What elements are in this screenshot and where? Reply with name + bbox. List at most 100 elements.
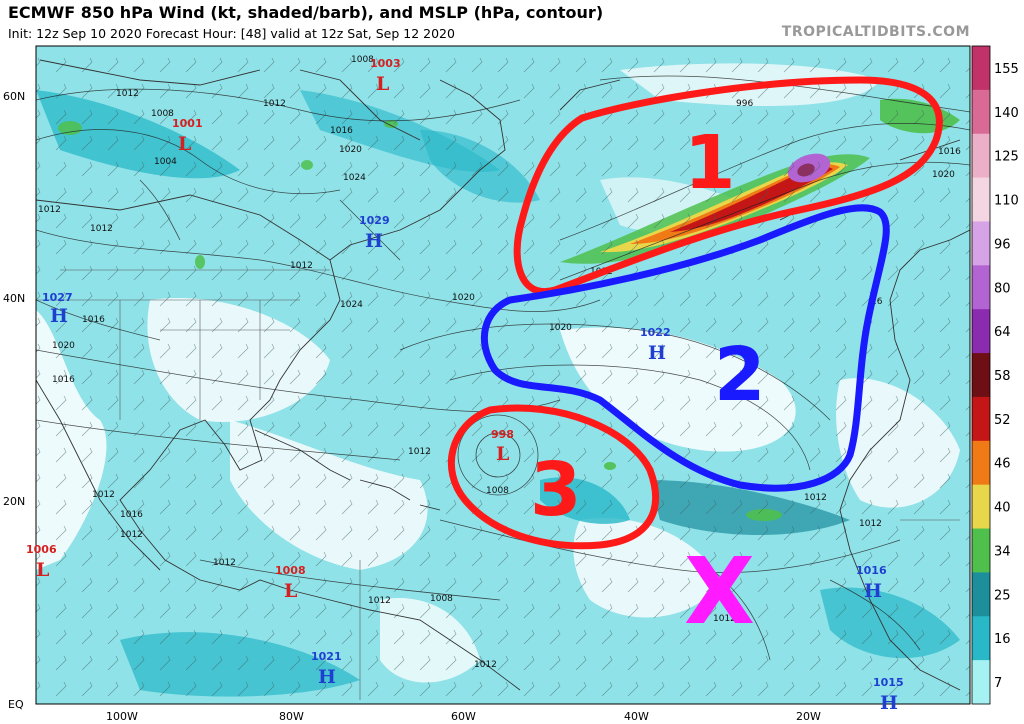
lon-label: 40W: [624, 710, 649, 723]
colorbar-label: 58: [994, 369, 1011, 384]
coastlines: [36, 59, 970, 691]
colorbar-label: 25: [994, 588, 1011, 603]
contour-label: 1012: [474, 660, 497, 670]
contour-label: 1012: [92, 490, 115, 500]
high-symbol: H: [365, 230, 383, 252]
pressure-value: 998: [491, 428, 514, 441]
contour-label: 1012: [804, 493, 827, 503]
colorbar-swatch: [972, 265, 990, 310]
low-center: 1001 L: [172, 117, 203, 155]
contour-label: 1016: [52, 375, 75, 385]
colorbar-label: 52: [994, 413, 1011, 428]
colorbar-label: 16: [994, 632, 1011, 647]
lon-label: 20W: [796, 710, 821, 723]
colorbar-label: 110: [994, 194, 1019, 209]
pressure-value: 1006: [26, 543, 57, 556]
contour-label: 1016: [938, 147, 961, 157]
lat-label: 20N: [3, 495, 25, 508]
colorbar-label: 46: [994, 457, 1011, 472]
pressure-value: 1015: [873, 676, 904, 689]
contour-label: 16: [871, 297, 883, 307]
lat-label: EQ: [8, 698, 24, 711]
lon-label: 80W: [279, 710, 304, 723]
pressure-value: 1003: [370, 57, 401, 70]
colorbar-label: 125: [994, 150, 1019, 165]
political-borders: [36, 269, 960, 700]
colorbar-label: 80: [994, 281, 1011, 296]
contour-label: 1012: [38, 205, 61, 215]
colorbar-label: 64: [994, 325, 1011, 340]
high-center: 1021 H: [311, 650, 342, 688]
chart-title: ECMWF 850 hPa Wind (kt, shaded/barb), an…: [8, 3, 604, 22]
map-frame: [35, 45, 971, 705]
contour-label: 1008: [351, 55, 374, 65]
contour-label: 1024: [343, 173, 366, 183]
high-center: 1015 H: [873, 676, 904, 714]
annotation-label-2: 2: [714, 332, 766, 418]
colorbar-swatch: [972, 396, 990, 442]
contour-label: 1004: [154, 157, 177, 167]
colorbar-swatch: [972, 616, 990, 661]
annotation-outline-3: [447, 404, 660, 550]
pressure-value: 1027: [42, 291, 73, 304]
colorbar-label: 155: [994, 62, 1019, 77]
annotation-label-x: X: [684, 538, 755, 645]
high-center: 1016 H: [856, 564, 887, 602]
low-symbol: L: [284, 580, 297, 602]
longitude-labels: 100W 80W 60W 40W 20W: [106, 710, 821, 723]
contour-label: 1020: [52, 341, 75, 351]
high-symbol: H: [648, 342, 666, 364]
pressure-value: 1008: [275, 564, 306, 577]
contour-label: 1016: [120, 510, 143, 520]
low-center: 1006 L: [26, 543, 57, 581]
contour-label: 1016: [82, 315, 105, 325]
pressure-value: 1021: [311, 650, 342, 663]
contour-label: 996: [736, 99, 753, 109]
low-symbol: L: [496, 443, 509, 465]
annotation-outline-2: [480, 204, 890, 492]
contour-label: 1012: [290, 261, 313, 271]
colorbar-swatch: [972, 572, 990, 617]
annotations: 1 2 3 X: [447, 76, 943, 645]
high-symbol: H: [864, 580, 882, 602]
contour-label: 1016: [330, 126, 353, 136]
pressure-value: 1016: [856, 564, 887, 577]
contour-label: 1012: [263, 99, 286, 109]
latitude-labels: 60N 40N 20N EQ: [3, 90, 25, 711]
low-symbol: L: [376, 73, 389, 95]
pressure-value: 1001: [172, 117, 203, 130]
pressure-value: 1022: [640, 326, 671, 339]
pressure-value: 1029: [359, 214, 390, 227]
colorbar: 155 140 125 110 96 80 64 58 52 46 40 34 25 16 7: [971, 45, 1019, 705]
high-symbol: H: [318, 666, 336, 688]
colorbar-swatch: [972, 528, 990, 573]
pressure-centers: 1003 L 1001 L 1029 H 1027 H 1022 H 998 L…: [26, 57, 904, 714]
high-center: 1027 H: [42, 291, 73, 327]
colorbar-swatch: [972, 89, 990, 135]
colorbar-label: 34: [994, 544, 1011, 559]
colorbar-swatch: [972, 177, 990, 222]
contour-label: 1008: [430, 594, 453, 604]
lon-label: 60W: [451, 710, 476, 723]
colorbar-label: 140: [994, 106, 1019, 121]
contour-label: 1020: [339, 145, 362, 155]
lon-label: 100W: [106, 710, 138, 723]
high-symbol: H: [880, 692, 898, 714]
contour-label: 1020: [452, 293, 475, 303]
contour-label: 1012: [120, 530, 143, 540]
colorbar-label: 96: [994, 237, 1011, 252]
low-symbol: L: [178, 133, 191, 155]
colorbar-swatch: [972, 46, 990, 91]
chart-subtitle: Init: 12z Sep 10 2020 Forecast Hour: [48…: [8, 26, 455, 41]
colorbar-frame: [971, 45, 991, 705]
contour-label: 1020: [549, 323, 572, 333]
contour-label: 1012: [90, 224, 113, 234]
contour-label: 1012: [213, 558, 236, 568]
high-center: 1029 H: [359, 214, 390, 252]
high-center: 1022 H: [640, 326, 671, 364]
annotation-label-3: 3: [530, 447, 582, 533]
colorbar-swatch: [972, 484, 990, 530]
contour-label: 1020: [932, 170, 955, 180]
contour-label: 1024: [340, 300, 363, 310]
